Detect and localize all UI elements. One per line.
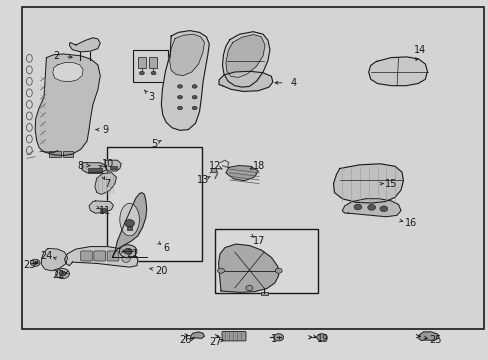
Circle shape [192, 85, 197, 88]
Circle shape [30, 259, 40, 266]
Text: 26: 26 [179, 335, 192, 345]
Circle shape [139, 71, 144, 75]
Polygon shape [64, 247, 138, 267]
Text: 27: 27 [208, 337, 221, 347]
Bar [49, 151, 61, 157]
Bar [149, 57, 157, 68]
Circle shape [245, 285, 252, 291]
Text: 22: 22 [52, 270, 65, 280]
Polygon shape [169, 34, 204, 76]
Polygon shape [41, 248, 67, 271]
Circle shape [59, 271, 66, 276]
Bar [110, 166, 117, 169]
Text: 23: 23 [23, 260, 36, 270]
FancyBboxPatch shape [94, 251, 105, 261]
Text: 13: 13 [196, 175, 209, 185]
Bar [127, 226, 132, 230]
Bar [22, 7, 483, 329]
Bar [260, 292, 267, 295]
Circle shape [177, 85, 182, 88]
Polygon shape [368, 57, 427, 86]
Circle shape [192, 106, 197, 110]
Text: 18: 18 [252, 161, 265, 171]
Text: 9: 9 [102, 125, 108, 135]
Text: 20: 20 [155, 266, 167, 276]
Circle shape [316, 334, 326, 341]
Circle shape [273, 334, 283, 341]
Text: 24: 24 [40, 251, 53, 261]
Circle shape [217, 268, 224, 273]
Text: 6: 6 [163, 243, 169, 253]
Circle shape [151, 71, 156, 75]
Text: 11: 11 [99, 206, 111, 216]
Polygon shape [35, 54, 100, 156]
Text: 5: 5 [151, 139, 157, 149]
Polygon shape [69, 38, 100, 52]
Bar [88, 168, 102, 173]
Polygon shape [112, 193, 146, 257]
Text: 25: 25 [428, 335, 441, 345]
Polygon shape [218, 244, 278, 292]
Polygon shape [190, 332, 204, 339]
Polygon shape [222, 32, 269, 87]
Polygon shape [95, 173, 116, 194]
Polygon shape [333, 164, 403, 203]
Polygon shape [342, 199, 400, 217]
FancyBboxPatch shape [222, 332, 245, 341]
Text: 7: 7 [104, 179, 110, 189]
Circle shape [379, 206, 387, 212]
Circle shape [177, 95, 182, 99]
Text: 3: 3 [148, 92, 154, 102]
Polygon shape [89, 201, 113, 213]
Bar [62, 151, 73, 157]
Circle shape [124, 248, 132, 254]
Text: 12: 12 [208, 161, 221, 171]
Circle shape [56, 269, 69, 279]
FancyBboxPatch shape [81, 251, 92, 261]
Polygon shape [53, 63, 83, 82]
FancyBboxPatch shape [107, 251, 119, 261]
Polygon shape [82, 163, 106, 173]
Bar [106, 147, 202, 261]
Text: 8: 8 [78, 161, 83, 171]
Bar [133, 50, 168, 82]
Polygon shape [161, 31, 209, 130]
Text: 2: 2 [53, 51, 59, 61]
Ellipse shape [122, 254, 130, 262]
Text: 15: 15 [384, 179, 397, 189]
Bar [215, 229, 317, 293]
Text: 10: 10 [101, 159, 114, 169]
Circle shape [211, 168, 217, 173]
Polygon shape [105, 160, 121, 171]
Text: 14: 14 [413, 45, 426, 55]
Ellipse shape [120, 203, 139, 236]
Polygon shape [219, 71, 272, 91]
Circle shape [177, 106, 182, 110]
Text: 21: 21 [125, 249, 138, 259]
Text: 19: 19 [316, 334, 328, 344]
Circle shape [192, 95, 197, 99]
Polygon shape [225, 166, 258, 181]
Circle shape [353, 204, 361, 210]
Text: 4: 4 [290, 78, 296, 88]
Circle shape [367, 204, 375, 210]
Circle shape [119, 245, 137, 258]
Polygon shape [418, 332, 438, 341]
Polygon shape [225, 35, 264, 77]
Text: 1: 1 [270, 334, 276, 344]
Bar [100, 208, 106, 211]
Bar [138, 57, 145, 68]
Text: 16: 16 [404, 218, 416, 228]
Text: 17: 17 [252, 236, 265, 246]
Circle shape [275, 268, 282, 273]
Circle shape [124, 220, 134, 227]
